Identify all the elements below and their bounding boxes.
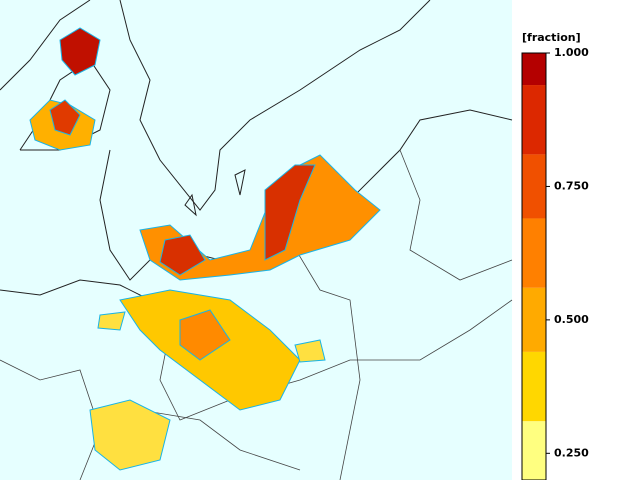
colorbar-frame [521, 52, 547, 480]
colorbar-band [522, 287, 546, 352]
colorbar-label: [fraction] [522, 31, 581, 44]
colorbar-band [522, 53, 546, 86]
colorbar-band [522, 154, 546, 219]
colorbar-band [522, 351, 546, 422]
map [0, 0, 513, 480]
colorbar: [fraction] 1.000 0.750 0.500 0.250 [521, 31, 589, 480]
colorbar-band [522, 218, 546, 288]
colorbar-band [522, 421, 546, 480]
colorbar-band [522, 85, 546, 155]
colorbar-tick-label: 1.000 [554, 46, 589, 59]
colorbar-tick-label: 0.500 [554, 313, 589, 326]
colorbar-tick-label: 0.250 [554, 446, 589, 459]
colorbar-tick-label: 0.750 [554, 179, 589, 192]
